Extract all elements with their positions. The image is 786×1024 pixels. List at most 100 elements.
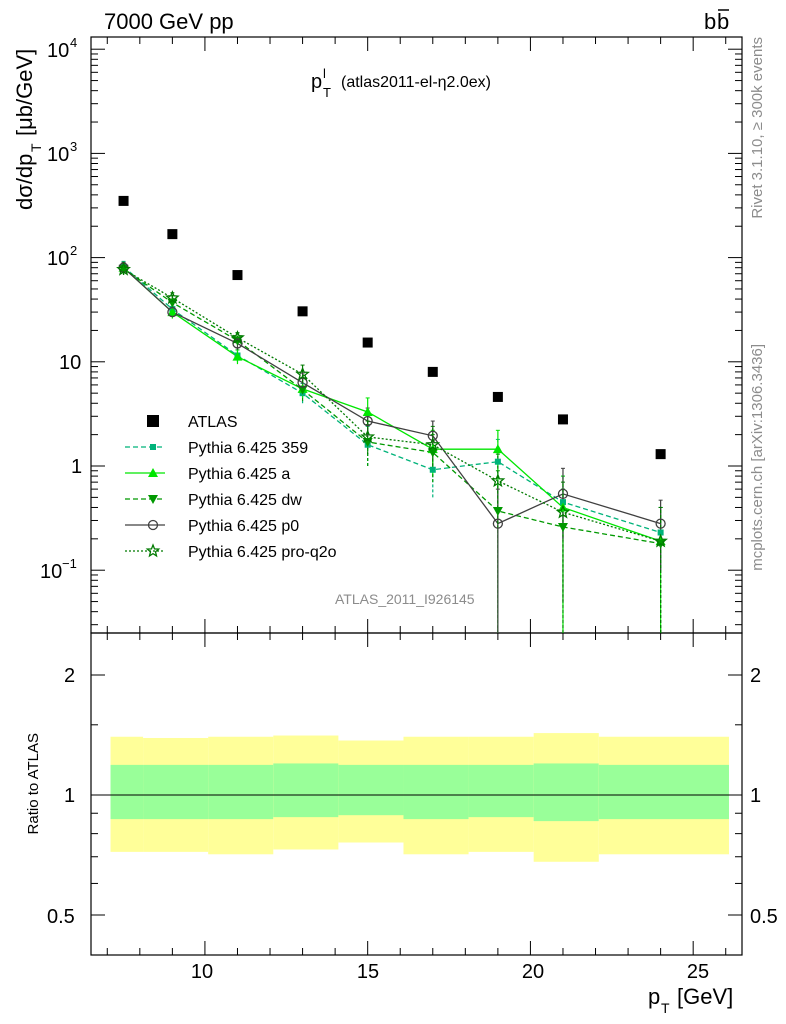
xtick-20: 20 <box>522 961 544 983</box>
ratio-ytick-1-left: 1 <box>64 785 75 807</box>
xlabel-main: p <box>648 984 660 1009</box>
plot-title-sup: l <box>323 66 326 81</box>
marker-triangle-up <box>232 351 243 361</box>
plot-title-rest: (atlas2011-el-η2.0ex) <box>341 74 491 91</box>
marker-circle <box>232 338 243 349</box>
ytick-10: 10 <box>59 352 81 374</box>
ratio-ytick-2-left: 2 <box>64 665 75 687</box>
marker-small-square <box>429 466 436 473</box>
ratio-ytick-1-right: 1 <box>750 785 761 807</box>
marker-triangle-down <box>427 448 438 458</box>
marker-triangle-up <box>167 307 178 317</box>
ratio-band-inner <box>273 763 339 818</box>
legend-item-pdw: Pythia 6.425 dw <box>125 492 302 509</box>
legend-item-pa: Pythia 6.425 a <box>125 466 290 483</box>
rivet-label: Rivet 3.1.10, ≥ 300k events <box>749 37 766 219</box>
ytick-1e3-base: 10 <box>47 144 69 166</box>
marker-star <box>145 543 161 558</box>
legend-item-atlas: ATLAS <box>147 414 238 431</box>
marker-small-square <box>150 444 156 450</box>
plot-title: p l T (atlas2011-el-η2.0ex) <box>311 66 491 100</box>
ytick-1: 1 <box>71 456 82 478</box>
marker-star <box>425 436 441 452</box>
process-b: b <box>704 9 716 34</box>
ratio-band-inner <box>598 764 729 820</box>
marker-triangle-down <box>297 385 308 395</box>
marker-square <box>492 391 503 402</box>
marker-square <box>118 195 129 206</box>
marker-small-square <box>559 499 566 506</box>
x-axis-label: p T [GeV] <box>648 984 733 1016</box>
marker-square <box>362 337 373 348</box>
ytick-1e2-base: 10 <box>47 248 69 270</box>
marker-square <box>167 229 178 240</box>
marker-circle <box>167 306 178 318</box>
ytick-1e4-base: 10 <box>47 40 69 62</box>
xtick-25: 25 <box>687 961 709 983</box>
marker-triangle-down <box>557 522 568 532</box>
plot-title-sub: T <box>323 85 331 100</box>
marker-circle <box>297 377 308 388</box>
marker-triangle-down <box>148 495 158 504</box>
ylabel-main: dσ/dp <box>12 154 37 210</box>
marker-square <box>427 366 438 377</box>
marker-circle <box>655 518 666 529</box>
process-bbar: b <box>717 9 729 34</box>
marker-star <box>490 473 506 488</box>
beam-label: 7000 GeV pp <box>104 9 234 34</box>
legend-item-p359: Pythia 6.425 359 <box>125 440 308 457</box>
legend-label-atlas: ATLAS <box>188 414 238 431</box>
marker-star <box>116 261 132 276</box>
ytick-1e-1-exp: −1 <box>62 556 77 571</box>
legend-label-pa: Pythia 6.425 a <box>188 466 290 483</box>
marker-star <box>165 290 180 305</box>
plot-title-main: p <box>311 71 322 93</box>
marker-star <box>230 330 245 345</box>
marker-circle <box>492 518 504 529</box>
marker-star <box>360 429 376 444</box>
ratio-y-tick-labels: 2 1 0.5 2 1 0.5 <box>47 665 778 928</box>
xlabel-sub: T <box>661 1000 670 1016</box>
y-axis-label-main: dσ/dp T [μb/GeV] <box>12 49 44 210</box>
marker-square <box>557 414 568 425</box>
marker-star <box>295 366 311 381</box>
ratio-ytick-0.5-left: 0.5 <box>47 906 75 928</box>
marker-triangle-up <box>362 406 373 416</box>
ylabel-main-sub: T <box>28 143 44 152</box>
series-line-pp0 <box>123 267 661 525</box>
ratio-ytick-2-right: 2 <box>750 665 761 687</box>
xtick-15: 15 <box>357 961 379 983</box>
legend-item-ppro: Pythia 6.425 pro-q2o <box>125 543 337 561</box>
main-y-tick-labels: 10 4 10 3 10 2 10 1 10 −1 <box>40 35 82 583</box>
marker-star <box>555 504 571 519</box>
ratio-bands <box>110 733 729 862</box>
legend-label-pdw: Pythia 6.425 dw <box>188 492 302 509</box>
ytick-1e3-exp: 3 <box>70 139 77 154</box>
marker-small-square <box>657 529 664 536</box>
marker-square <box>232 270 243 281</box>
marker-circle <box>147 519 159 531</box>
mcplots-label: mcplots.cern.ch [arXiv:1306.3436] <box>749 344 766 571</box>
marker-square <box>297 306 308 317</box>
axis-ticks <box>91 37 742 955</box>
legend: ATLAS Pythia 6.425 359 Pythia 6.425 a Pythi… <box>125 414 337 561</box>
legend-label-pp0: Pythia 6.425 p0 <box>188 518 299 535</box>
marker-triangle-down <box>492 506 503 516</box>
marker-circle <box>557 488 569 500</box>
ytick-1e4-exp: 4 <box>70 35 77 50</box>
ratio-band-inner <box>403 764 469 820</box>
ratio-band-inner <box>143 764 209 820</box>
analysis-id-label: ATLAS_2011_I926145 <box>335 591 475 607</box>
xtick-10: 10 <box>191 961 213 983</box>
ratio-panel-frame <box>90 632 743 956</box>
marker-square <box>147 415 159 427</box>
series-markers <box>116 195 668 549</box>
ytick-1e2-exp: 2 <box>70 243 77 258</box>
legend-label-p359: Pythia 6.425 359 <box>188 440 308 457</box>
ratio-band-inner <box>208 764 274 820</box>
marker-small-square <box>494 458 501 465</box>
marker-square <box>655 449 666 460</box>
ratio-ytick-0.5-right: 0.5 <box>750 906 778 928</box>
legend-item-pp0: Pythia 6.425 p0 <box>125 518 299 535</box>
